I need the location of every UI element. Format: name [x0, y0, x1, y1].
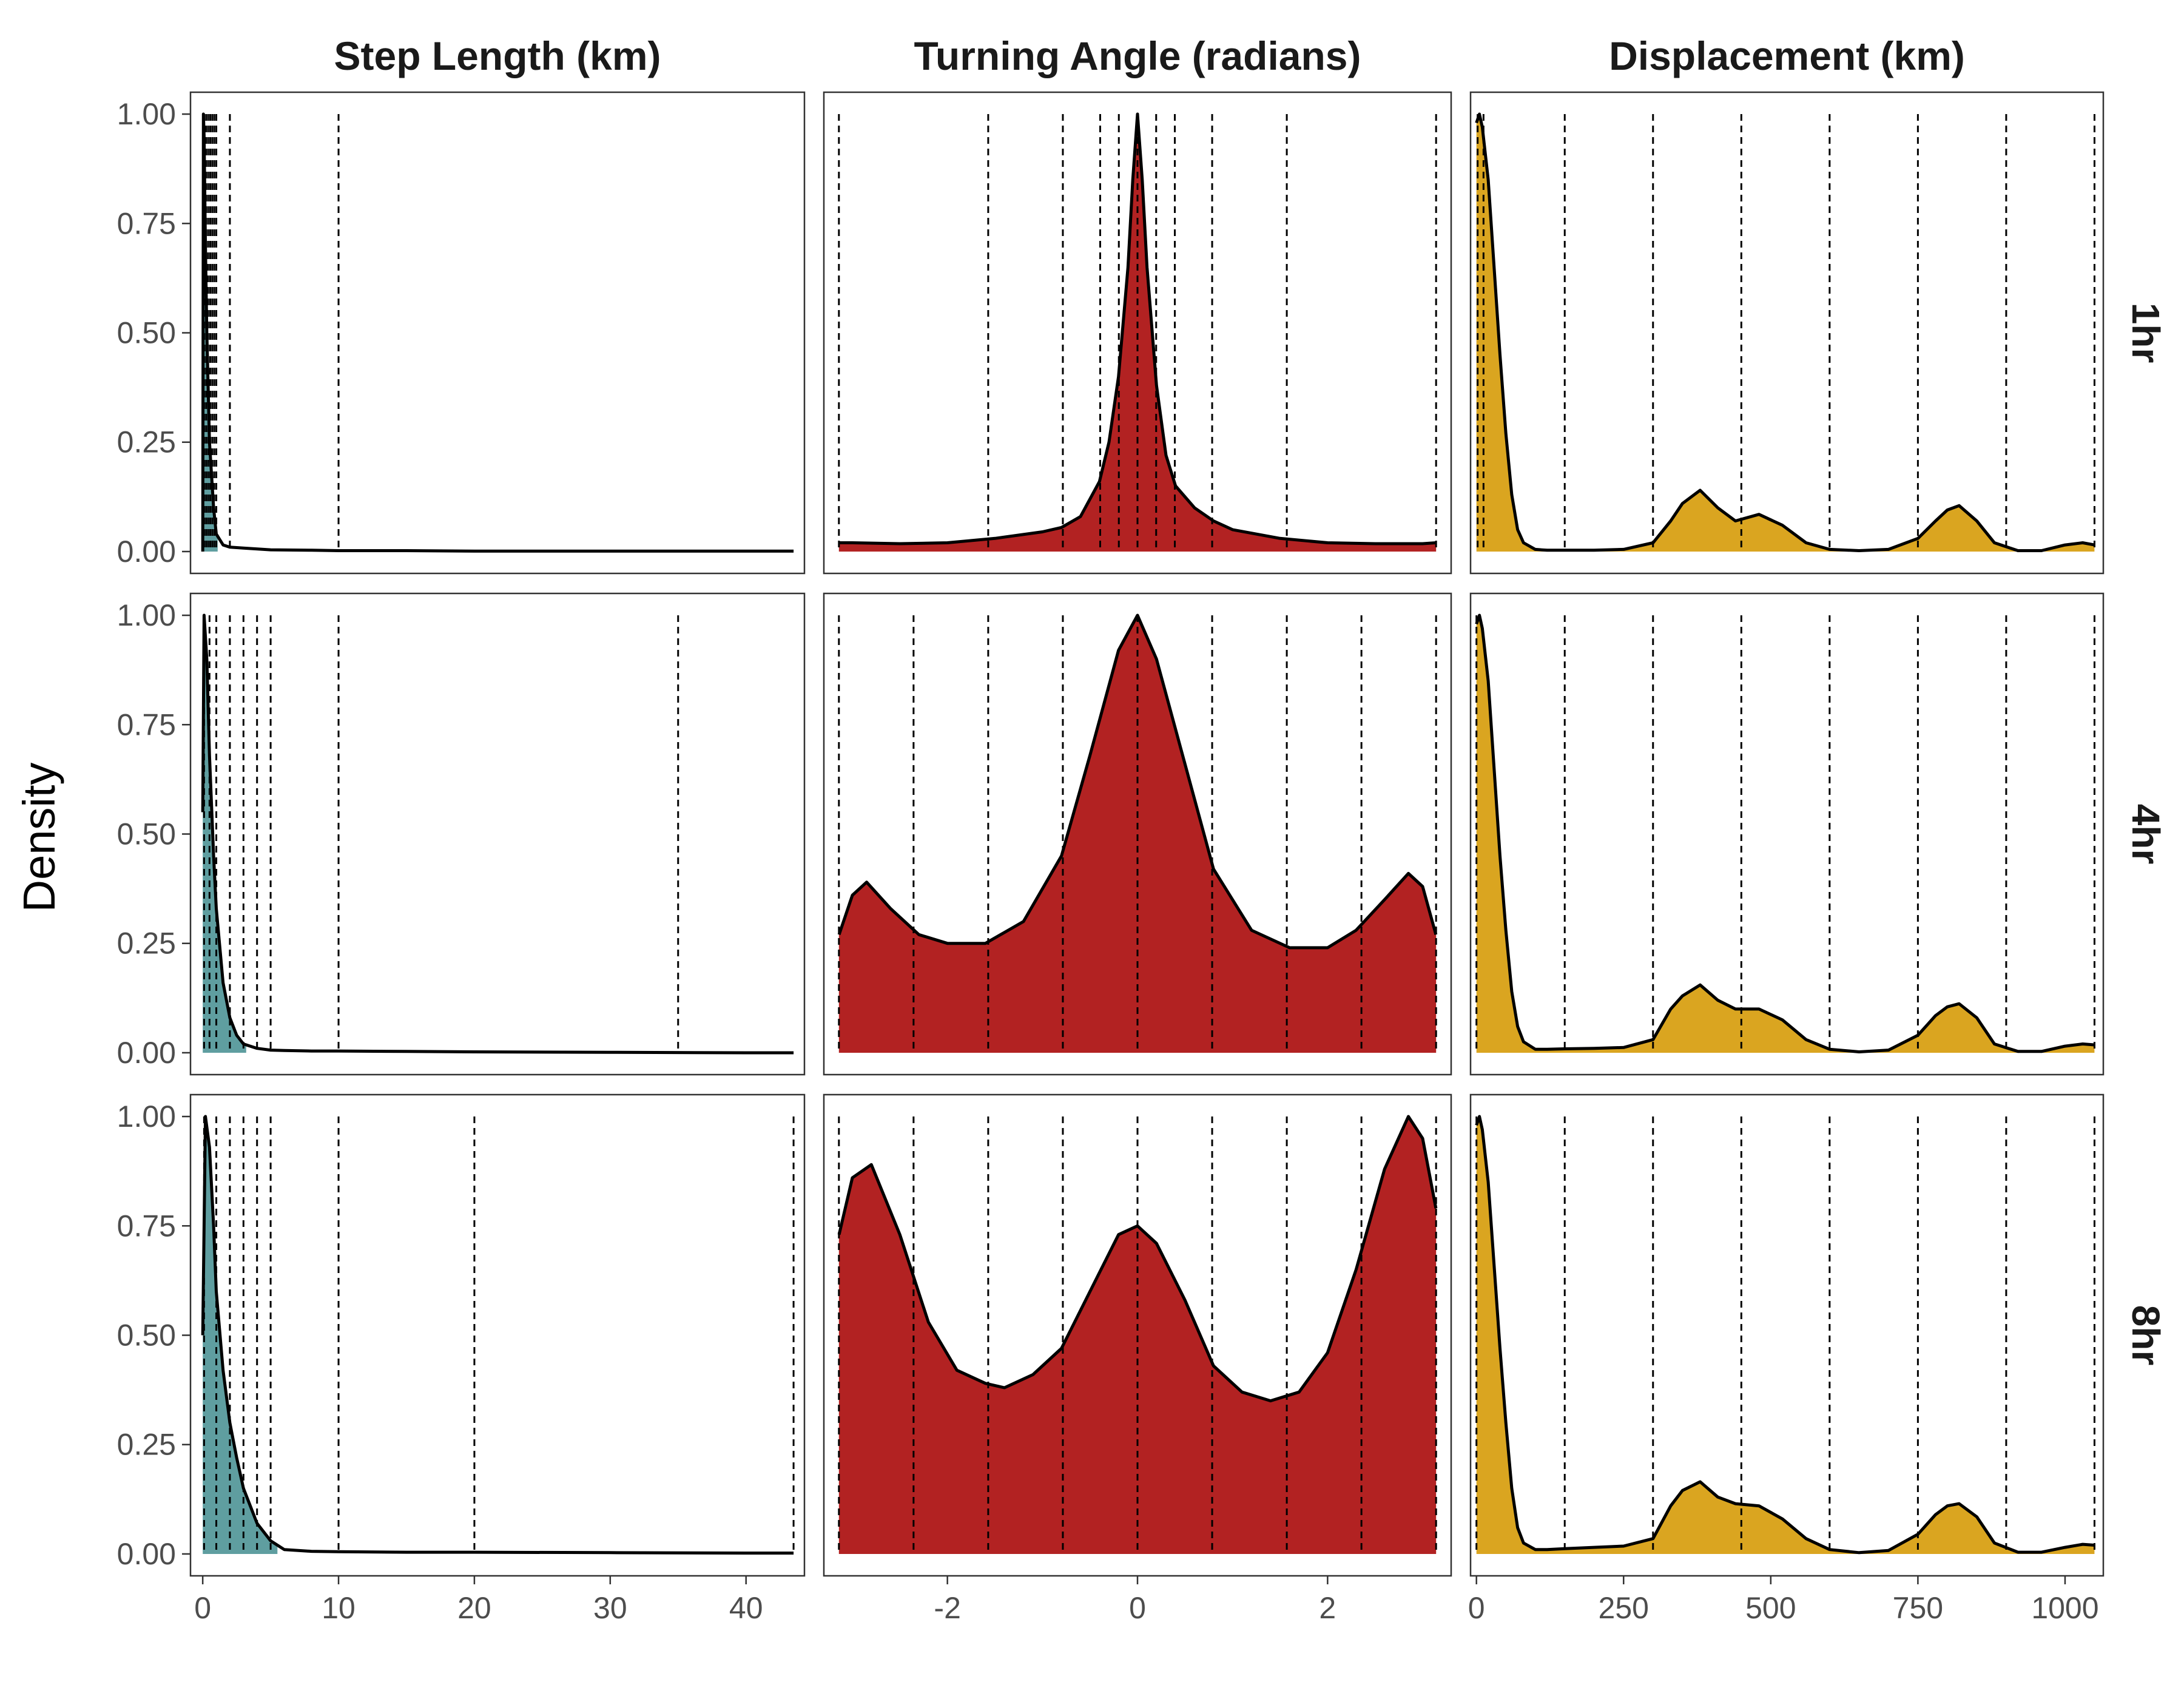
- panel-border-displacement-4hr: [1469, 592, 2105, 1076]
- row-title-4hr: 4hr: [2124, 804, 2168, 865]
- panel-step-length-4hr: [189, 592, 806, 1076]
- density-curve-step-length-8hr: [201, 1115, 794, 1555]
- x-tick-label-displacement-0: 0: [1468, 1591, 1485, 1625]
- row-title-8hr: 8hr: [2124, 1305, 2168, 1366]
- x-tick-label-step-length-4: 40: [729, 1591, 763, 1625]
- x-tick-label-turning-angle-0: -2: [934, 1591, 960, 1625]
- panel-turning-angle-8hr: [823, 1093, 1452, 1577]
- x-tick-label-displacement-2: 500: [1745, 1591, 1796, 1625]
- y-tick-label-8hr-0: 0.00: [117, 1537, 176, 1571]
- panel-turning-angle-1hr: [823, 91, 1452, 575]
- y-tick-label-1hr-4: 1.00: [117, 97, 176, 131]
- y-tick-label-4hr-2: 0.50: [117, 817, 176, 851]
- y-tick-label-4hr-4: 1.00: [117, 598, 176, 632]
- y-tick-label-1hr-2: 0.50: [117, 316, 176, 350]
- x-tick-label-displacement-4: 1000: [2031, 1591, 2098, 1625]
- x-tick-label-step-length-3: 30: [593, 1591, 627, 1625]
- x-tick-label-turning-angle-2: 2: [1319, 1591, 1336, 1625]
- density-curve-displacement-1hr: [1475, 112, 2095, 552]
- panel-step-length-1hr: [189, 91, 806, 575]
- panel-displacement-4hr: [1469, 592, 2105, 1076]
- panel-displacement-1hr: [1469, 91, 2105, 575]
- facet-strip-titles: Step Length (km) Turning Angle (radians) D…: [334, 33, 2168, 1365]
- x-tick-label-displacement-1: 250: [1599, 1591, 1649, 1625]
- row-title-1hr: 1hr: [2124, 303, 2168, 363]
- facet-panels: [189, 91, 2105, 1577]
- y-tick-label-8hr-4: 1.00: [117, 1099, 176, 1133]
- density-curve-turning-angle-4hr: [837, 613, 1438, 950]
- y-tick-label-1hr-0: 0.00: [117, 535, 176, 569]
- density-curve-displacement-8hr: [1475, 1115, 2095, 1555]
- x-tick-label-step-length-1: 10: [322, 1591, 356, 1625]
- panel-border-turning-angle-1hr: [823, 91, 1452, 575]
- y-tick-label-4hr-3: 0.75: [117, 708, 176, 741]
- density-fill-turning-angle-1hr: [838, 114, 1437, 552]
- y-tick-label-8hr-3: 0.75: [117, 1209, 176, 1243]
- x-tick-label-turning-angle-1: 0: [1129, 1591, 1146, 1625]
- panel-border-displacement-8hr: [1469, 1093, 2105, 1577]
- axes-ticks: 0.00 0.25 0.50 0.75 1.00 0.00 0.25 0.50 0.75 1.00…: [117, 97, 2099, 1625]
- density-curve-turning-angle-1hr: [839, 112, 1437, 546]
- panel-step-length-8hr: [189, 1093, 806, 1577]
- density-curve-step-length-4hr: [201, 613, 794, 1055]
- panel-turning-angle-4hr: [823, 592, 1452, 1076]
- panel-border-displacement-1hr: [1469, 91, 2105, 575]
- x-tick-label-step-length-0: 0: [194, 1591, 211, 1625]
- y-tick-label-8hr-2: 0.50: [117, 1319, 176, 1353]
- density-curve-step-length-1hr: [201, 112, 794, 553]
- panel-displacement-8hr: [1469, 1093, 2105, 1577]
- panel-border-turning-angle-4hr: [823, 592, 1452, 1076]
- y-tick-label-1hr-1: 0.25: [117, 425, 176, 459]
- y-axis-title: Density: [14, 763, 64, 913]
- column-title-displacement: Displacement (km): [1609, 33, 1965, 78]
- x-tick-label-displacement-3: 750: [1893, 1591, 1943, 1625]
- y-tick-label-4hr-0: 0.00: [117, 1036, 176, 1070]
- y-tick-label-1hr-3: 0.75: [117, 206, 176, 240]
- y-tick-label-8hr-1: 0.25: [117, 1428, 176, 1462]
- y-tick-label-4hr-1: 0.25: [117, 927, 176, 961]
- column-title-turning-angle: Turning Angle (radians): [914, 33, 1361, 78]
- x-tick-label-step-length-2: 20: [457, 1591, 491, 1625]
- column-title-step-length: Step Length (km): [334, 33, 661, 78]
- density-curve-turning-angle-8hr: [837, 1115, 1438, 1403]
- density-fill-step-length-8hr: [203, 1116, 278, 1554]
- density-fill-step-length-4hr: [203, 615, 246, 1053]
- density-curve-displacement-4hr: [1475, 613, 2095, 1053]
